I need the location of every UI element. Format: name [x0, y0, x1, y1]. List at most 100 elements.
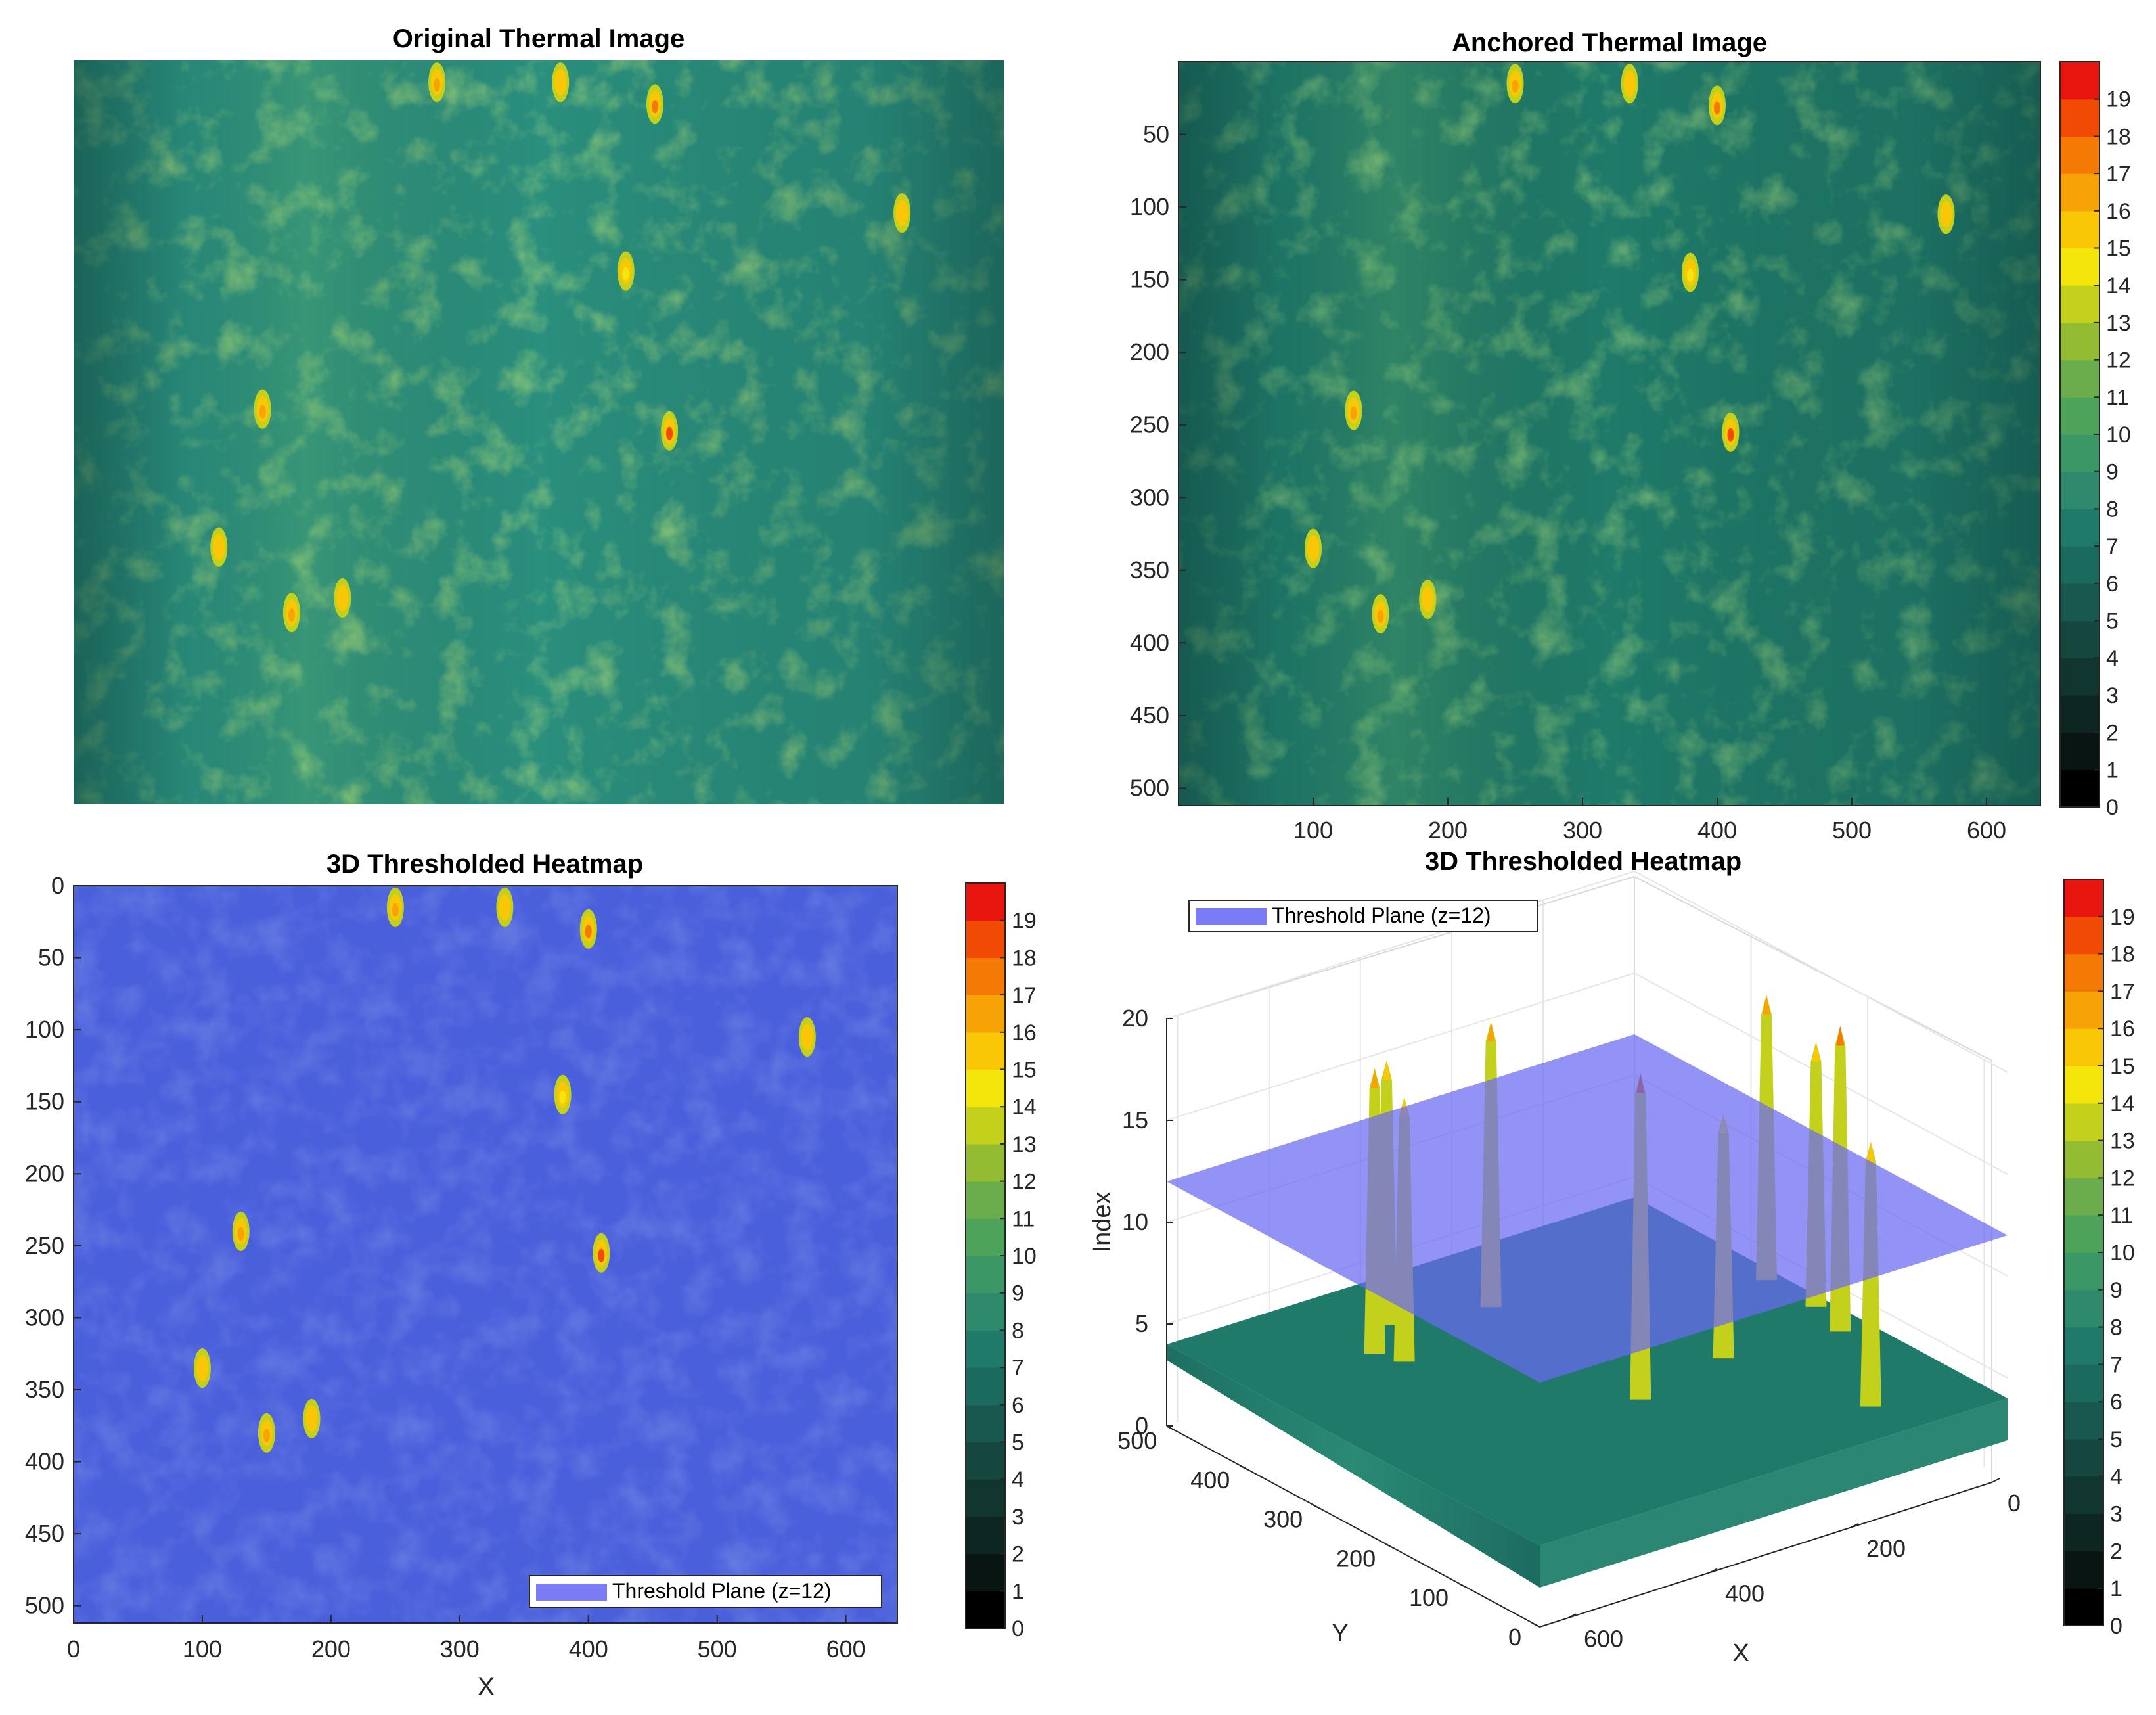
y-tick-labels: 0 50 100 150 200 250 300 350 400 450 500: [25, 872, 81, 1619]
hot-spot: [617, 251, 635, 291]
colorbar-segment: [2064, 1178, 2103, 1216]
colorbar-segment: [2064, 1588, 2103, 1626]
y-tick-label: 500: [1117, 1427, 1157, 1454]
colorbar-segment: [2064, 1028, 2103, 1066]
hot-spot: [254, 389, 271, 429]
x-tick-label: 400: [569, 1635, 608, 1662]
x-tick-label: 100: [183, 1635, 222, 1662]
y-tick-label: 300: [1130, 484, 1169, 511]
colorbar-segment: [2064, 1289, 2103, 1328]
colorbar-tick-label: 17: [2110, 979, 2135, 1004]
colorbar-tick-label: 2: [2106, 721, 2119, 746]
colorbar-segment: [966, 1292, 1005, 1331]
colorbar-tick-label: 12: [1012, 1170, 1037, 1195]
colorbar-segment: [2064, 1215, 2103, 1253]
colorbar-segment: [2060, 583, 2100, 622]
colorbar-tick-label: 18: [2106, 124, 2131, 149]
colorbar-segment: [2060, 620, 2100, 658]
colorbar-tick-label: 0: [1012, 1616, 1024, 1641]
colorbar-tick-label: 8: [2106, 497, 2119, 522]
hot-spot: [798, 1017, 816, 1057]
hot-spot: [646, 84, 663, 124]
tick-labels: 0 5 10 15 20 500 400 300 200 100 0 0 200 400 600: [1117, 1005, 2021, 1652]
legend-label: Threshold Plane (z=12): [612, 1579, 832, 1603]
colorbar-tick-label: 7: [2110, 1352, 2122, 1377]
hot-spot: [593, 1233, 610, 1273]
colorbar-tick-label: 2: [2110, 1539, 2122, 1564]
colorbar-segment: [2060, 695, 2100, 733]
colorbar-tick-label: 13: [1012, 1132, 1037, 1157]
colorbar-segment: [966, 1553, 1005, 1591]
legend-swatch: [1196, 908, 1267, 925]
plot-frame: [1178, 61, 2041, 806]
hot-spot: [282, 593, 300, 633]
grid-line: [1166, 870, 2008, 1073]
hot-spot: [1372, 594, 1389, 634]
thermal-image: [74, 60, 1004, 804]
colorbar-tick-label: 5: [1012, 1430, 1024, 1455]
colorbar-tick-label: 3: [2110, 1502, 2122, 1527]
colorbar-tick-label: 1: [2106, 758, 2119, 783]
colorbar-tick-label: 5: [2110, 1427, 2122, 1452]
panel-heatmap-2d: 3D Thresholded Heatmap 0 50 100 150 200 250 30…: [25, 850, 898, 1701]
colorbar-tick-label: 0: [2110, 1614, 2122, 1639]
colorbar-tick-label: 1: [2110, 1576, 2122, 1601]
colorbar-tick-label: 14: [2110, 1091, 2135, 1116]
y-tick-label: 300: [1263, 1506, 1303, 1533]
hot-spot: [661, 411, 679, 451]
colorbar-tick-label: 4: [1012, 1467, 1024, 1492]
colorbar-tick-label: 12: [2110, 1166, 2135, 1191]
colorbar-tick-label: 11: [1012, 1206, 1035, 1231]
hot-spot: [1305, 528, 1322, 568]
y-tick-label: 200: [1130, 338, 1169, 365]
y-tick-label: 0: [51, 872, 64, 899]
colorbar-tick-label: 19: [1012, 909, 1037, 934]
y-tick-label: 100: [25, 1016, 64, 1043]
colorbar-segment: [966, 957, 1005, 995]
colorbar-tick-label: 17: [2106, 162, 2131, 187]
colorbar-tick-label: 16: [2106, 199, 2131, 224]
colorbar-segment: [2060, 322, 2100, 361]
hot-spot: [1709, 85, 1726, 126]
colorbar-segment: [2064, 991, 2103, 1029]
y-tick-label: 0: [1508, 1624, 1521, 1651]
plot-frame: [73, 885, 898, 1624]
z-tick-label: 20: [1122, 1005, 1148, 1032]
y-tick-label: 450: [25, 1520, 64, 1547]
z-tick-label: 10: [1122, 1208, 1148, 1235]
colorbar-segment: [2060, 136, 2100, 174]
y-tick-label: 200: [25, 1160, 64, 1187]
hot-spot: [232, 1211, 250, 1251]
colorbar-tick-label: 7: [1012, 1356, 1024, 1381]
y-tick-label: 450: [1130, 702, 1169, 729]
colorbar-tick-label: 1: [1012, 1579, 1024, 1604]
x-tick-label: 300: [1563, 817, 1602, 844]
colorbar-segment: [2060, 434, 2100, 472]
hot-spot-group: [1305, 64, 1955, 634]
hot-spot: [386, 887, 404, 927]
colorbar-tick-label: 10: [1012, 1244, 1037, 1269]
legend: Threshold Plane (z=12): [1188, 900, 1538, 932]
z-tick-label: 15: [1122, 1107, 1148, 1133]
colorbar-segment: [966, 1479, 1005, 1517]
colorbar-segment: [966, 1330, 1005, 1368]
colorbar-tick-label: 15: [1012, 1058, 1037, 1083]
colorbar-tick-label: 19: [2106, 87, 2131, 112]
colorbar-tick-label: 15: [2106, 237, 2131, 262]
colorbar-segment: [2060, 658, 2100, 696]
colorbar-tick-label: 12: [2106, 348, 2131, 373]
colorbar-tick-label: 18: [2110, 942, 2135, 967]
colorbar-segment: [2064, 953, 2103, 992]
hot-spot: [1345, 390, 1362, 430]
y-tick-label: 250: [1130, 411, 1169, 438]
y-tick-label: 500: [25, 1592, 64, 1619]
colorbar-segment: [2064, 1140, 2103, 1178]
x-tick-label: 0: [2008, 1490, 2021, 1517]
anchored-image: [1179, 62, 2040, 806]
z-tick-label: 0: [1135, 1412, 1148, 1439]
colorbar-tick-label: 14: [2106, 273, 2131, 298]
panel-title: Original Thermal Image: [393, 24, 685, 53]
hot-spot-group: [193, 887, 816, 1453]
